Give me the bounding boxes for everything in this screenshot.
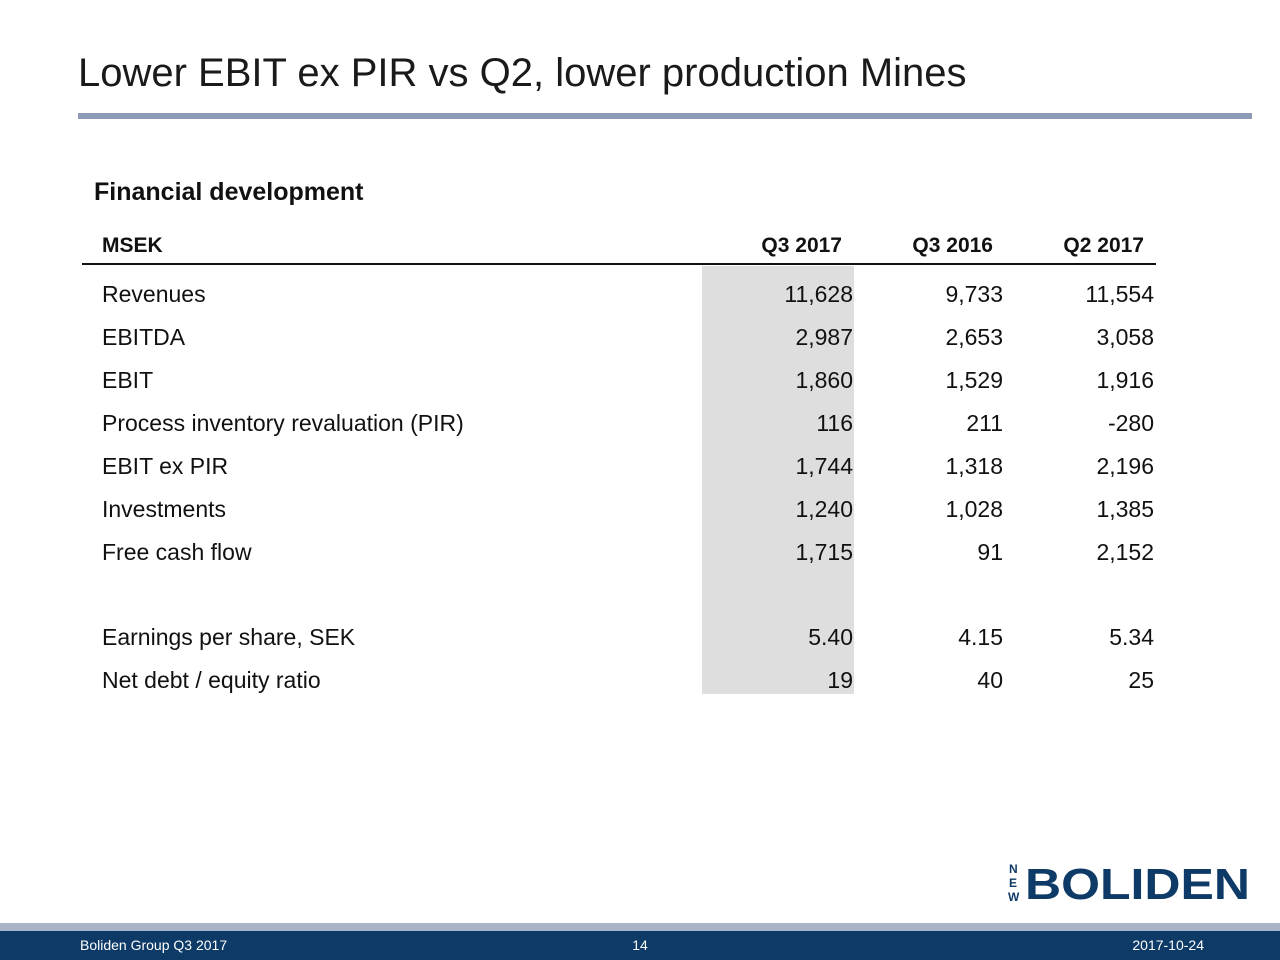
- logo-letter-e: E: [1009, 876, 1017, 890]
- unit-label: MSEK: [102, 234, 163, 257]
- logo-wordmark: BOLIDEN: [1025, 860, 1250, 902]
- cell-q3-2017: 1,240: [795, 496, 853, 522]
- cell-q2-2017: -280: [1107, 410, 1154, 436]
- column-header-q3-2016: Q3 2016: [912, 234, 993, 257]
- table-row-ebit: EBIT 1,860 1,529 1,916: [0, 365, 1280, 395]
- footer-date: 2017-10-24: [1132, 937, 1204, 953]
- cell-q3-2016: 4.15: [958, 624, 1003, 650]
- table-row-revenues: Revenues 11,628 9,733 11,554: [0, 279, 1280, 309]
- cell-q3-2016: 1,529: [945, 367, 1003, 393]
- cell-q3-2017: 1,860: [795, 367, 853, 393]
- footer-bar: Boliden Group Q3 2017 14 2017-10-24: [0, 931, 1280, 960]
- page-number: 14: [632, 937, 648, 953]
- cell-q3-2016: 9,733: [945, 281, 1003, 307]
- logo-letter-n: N: [1009, 862, 1018, 876]
- table-row-pir: Process inventory revaluation (PIR) 116 …: [0, 408, 1280, 438]
- cell-q3-2017: 2,987: [795, 324, 853, 350]
- column-header-q2-2017: Q2 2017: [1063, 234, 1144, 257]
- cell-q2-2017: 3,058: [1096, 324, 1154, 350]
- header-divider: [82, 263, 1156, 265]
- table-row-net-debt-equity: Net debt / equity ratio 19 40 25: [0, 665, 1280, 695]
- cell-q3-2017: 1,744: [795, 453, 853, 479]
- highlighted-column-background: [702, 266, 854, 694]
- cell-q2-2017: 25: [1128, 667, 1154, 693]
- cell-q3-2017: 5.40: [808, 624, 853, 650]
- table-row-investments: Investments 1,240 1,028 1,385: [0, 494, 1280, 524]
- row-label: Revenues: [102, 281, 206, 307]
- row-label: EBITDA: [102, 324, 186, 350]
- footer-company: Boliden Group Q3 2017: [80, 937, 228, 953]
- row-label: Investments: [102, 496, 226, 522]
- column-header-q3-2017: Q3 2017: [761, 234, 842, 257]
- row-label: EBIT ex PIR: [102, 453, 229, 479]
- table-row-ebitda: EBITDA 2,987 2,653 3,058: [0, 322, 1280, 352]
- section-heading: Financial development: [94, 178, 364, 206]
- cell-q3-2016: 2,653: [945, 324, 1003, 350]
- footer-accent-band: [0, 923, 1280, 931]
- cell-q3-2016: 1,318: [945, 453, 1003, 479]
- row-label: Net debt / equity ratio: [102, 667, 321, 693]
- cell-q2-2017: 2,152: [1096, 539, 1154, 565]
- table-row-ebit-ex-pir: EBIT ex PIR 1,744 1,318 2,196: [0, 451, 1280, 481]
- cell-q3-2016: 40: [977, 667, 1003, 693]
- cell-q2-2017: 11,554: [1085, 281, 1154, 307]
- table-row-eps: Earnings per share, SEK 5.40 4.15 5.34: [0, 622, 1280, 652]
- row-label: Free cash flow: [102, 539, 252, 565]
- row-label: EBIT: [102, 367, 154, 393]
- boliden-logo: N E W BOLIDEN: [1008, 860, 1250, 902]
- cell-q2-2017: 5.34: [1109, 624, 1154, 650]
- cell-q3-2017: 19: [827, 667, 853, 693]
- title-underline: [78, 113, 1252, 119]
- cell-q2-2017: 1,385: [1096, 496, 1154, 522]
- cell-q3-2017: 11,628: [784, 281, 853, 307]
- slide-title: Lower EBIT ex PIR vs Q2, lower productio…: [78, 51, 967, 95]
- cell-q3-2016: 91: [977, 539, 1003, 565]
- cell-q3-2016: 1,028: [945, 496, 1003, 522]
- logo-letter-w: W: [1008, 890, 1020, 902]
- row-label: Earnings per share, SEK: [102, 624, 356, 650]
- cell-q3-2017: 116: [816, 410, 853, 436]
- table-row-free-cash-flow: Free cash flow 1,715 91 2,152: [0, 537, 1280, 567]
- cell-q3-2016: 211: [966, 410, 1003, 436]
- cell-q2-2017: 2,196: [1096, 453, 1154, 479]
- cell-q2-2017: 1,916: [1096, 367, 1154, 393]
- cell-q3-2017: 1,715: [795, 539, 853, 565]
- row-label: Process inventory revaluation (PIR): [102, 410, 464, 436]
